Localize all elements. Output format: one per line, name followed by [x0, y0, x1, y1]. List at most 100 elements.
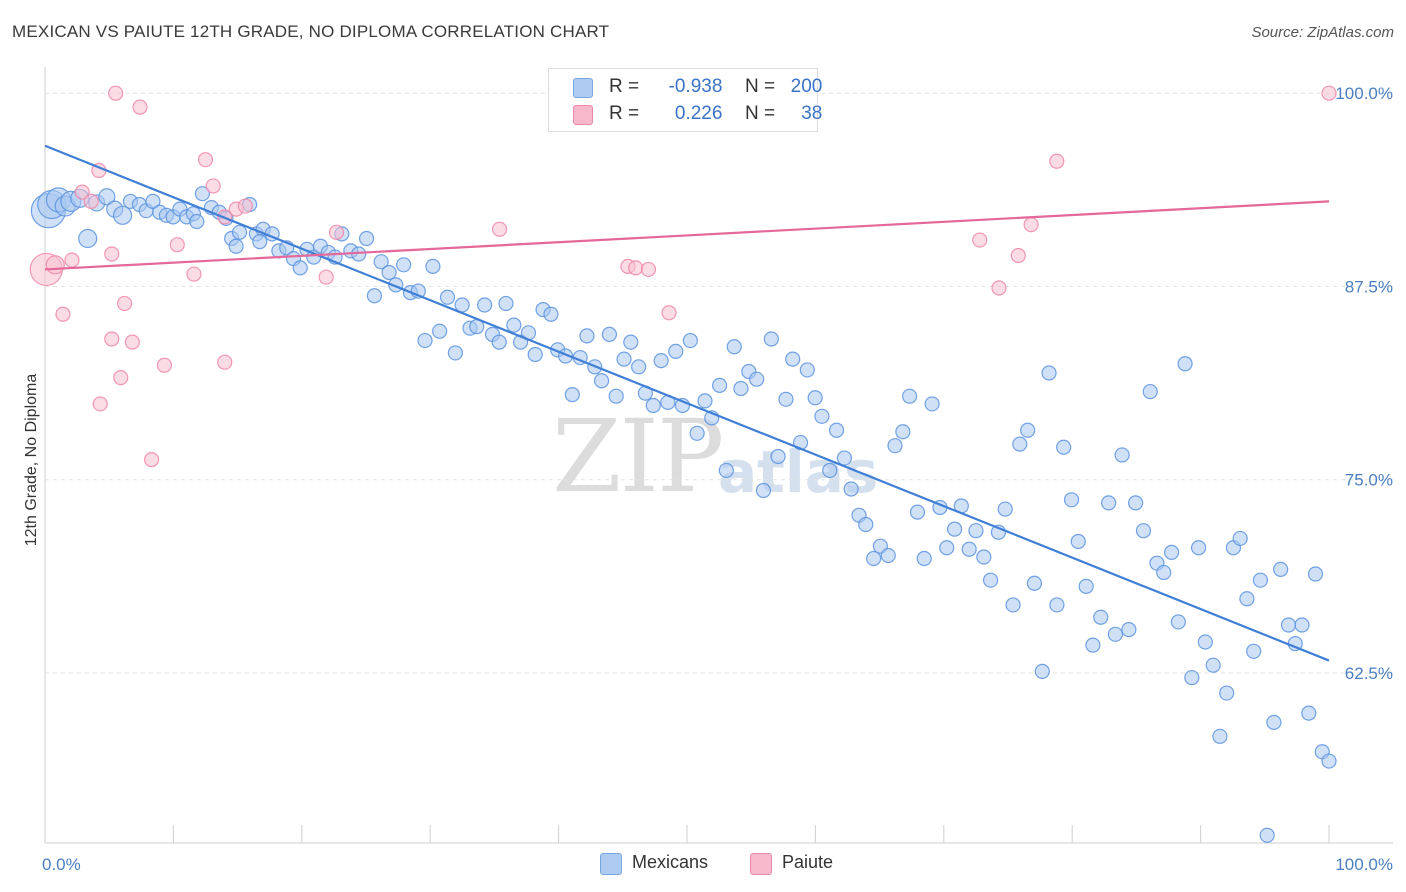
mexicans-point: [961, 541, 977, 557]
mexicans-point: [477, 297, 493, 313]
mexicans-point: [1026, 575, 1043, 591]
paiute-point: [197, 152, 214, 168]
mexicans-point: [1259, 827, 1275, 843]
bottom-legend: Mexicans Paiute: [0, 852, 1406, 876]
mexicans-point: [799, 362, 815, 378]
mexicans-point: [425, 258, 441, 274]
mexicans-point: [366, 288, 383, 304]
mexicans-point: [498, 295, 514, 312]
mexicans-point: [1101, 495, 1117, 511]
mexicans-point: [763, 331, 779, 347]
mexicans-point: [194, 186, 211, 202]
mexicans-point: [1070, 533, 1086, 550]
mexicans-point: [98, 188, 116, 206]
paiute-point: [132, 99, 148, 115]
mexicans-point: [252, 234, 268, 250]
mexicans-point: [997, 501, 1013, 517]
legend-n-value: 200: [790, 76, 823, 97]
mexicans-point: [902, 388, 918, 404]
mexicans-point: [631, 359, 647, 375]
mexicans-point: [1177, 356, 1193, 372]
mexicans-point: [689, 425, 705, 441]
bottom-legend-label-paiute: Paiute: [782, 852, 834, 872]
mexicans-point: [778, 391, 794, 407]
bottom-legend-label-mexicans: Mexicans: [632, 852, 709, 872]
x-tick-label: 100.0%: [1335, 855, 1393, 874]
legend-n-label: N =: [744, 76, 776, 97]
mexicans-point: [712, 377, 728, 393]
paiute-point: [117, 295, 133, 312]
mexicans-point: [579, 328, 595, 344]
mexicans-point: [447, 345, 463, 361]
mexicans-point: [1266, 714, 1282, 731]
mexicans-point: [1142, 383, 1158, 400]
paiute-point: [991, 280, 1007, 296]
mexicans-point: [417, 332, 433, 349]
legend-r-value: 0.226: [674, 103, 723, 124]
mexicans-point: [697, 393, 713, 409]
mexicans-point: [1170, 614, 1186, 630]
mexicans-point: [1020, 422, 1036, 438]
mexicans-point: [1128, 495, 1144, 511]
mexicans-point: [1252, 572, 1269, 588]
legend-r-label: R =: [609, 76, 640, 97]
paiute-trend-line: [44, 200, 1330, 271]
mexicans-point: [1273, 561, 1289, 577]
mexicans-point: [292, 260, 308, 276]
mexicans-point: [770, 448, 786, 465]
mexicans-point: [1294, 617, 1310, 633]
mexicans-point: [887, 438, 903, 454]
paiute-point: [143, 451, 160, 468]
paiute-point: [113, 370, 129, 386]
legend-swatch-paiute: [573, 105, 593, 125]
mexicans-point: [1197, 634, 1213, 650]
paiute-point: [156, 357, 173, 373]
mexicans-point: [733, 380, 749, 397]
mexicans-point: [895, 424, 911, 440]
mexicans-point: [1239, 591, 1255, 607]
mexicans-point: [1190, 540, 1207, 556]
mexicans-point: [726, 339, 742, 355]
mexicans-point: [1205, 657, 1221, 673]
paiute-point: [318, 269, 334, 285]
mexicans-point: [749, 371, 765, 387]
mexicans-point: [228, 238, 244, 254]
y-tick-label: 75.0%: [1345, 471, 1393, 490]
paiute-point: [491, 221, 508, 237]
mexicans-point: [843, 481, 859, 497]
chart-title: MEXICAN VS PAIUTE 12TH GRADE, NO DIPLOMA…: [12, 22, 610, 41]
mexicans-point: [982, 572, 999, 588]
mexicans-point: [828, 422, 845, 438]
mexicans-point: [1280, 617, 1297, 633]
paiute-point: [104, 331, 120, 347]
paiute-point: [74, 184, 90, 200]
paiute-point: [640, 261, 657, 278]
paiute-point: [83, 193, 99, 210]
mexicans-point: [916, 550, 932, 567]
mexicans-point: [1163, 544, 1180, 560]
mexicans-point: [1093, 609, 1109, 625]
bottom-legend-swatch-paiute: [750, 853, 772, 875]
legend-r-value: -0.938: [668, 76, 723, 97]
mexicans-point: [1184, 669, 1200, 686]
mexicans-point: [1063, 492, 1080, 508]
mexicans-point: [1212, 728, 1228, 744]
mexicans-point: [682, 332, 698, 349]
mexicans-point: [880, 547, 896, 564]
watermark-zip: ZIP: [552, 398, 724, 515]
mexicans-point: [1219, 685, 1235, 701]
paiute-point: [92, 396, 108, 412]
paiute-point: [108, 85, 124, 101]
x-tick-label: 0.0%: [42, 855, 81, 874]
paiute-point: [1010, 247, 1026, 264]
mexicans-trend-line: [44, 144, 1330, 662]
mexicans-point: [866, 550, 882, 567]
mexicans-point: [924, 396, 940, 412]
paiute-point: [186, 266, 202, 282]
paiute-point: [55, 306, 71, 322]
mexicans-point: [543, 306, 559, 322]
mexicans-point: [432, 323, 448, 339]
mexicans-point: [1107, 626, 1123, 642]
legend-n-label: N =: [744, 103, 776, 124]
